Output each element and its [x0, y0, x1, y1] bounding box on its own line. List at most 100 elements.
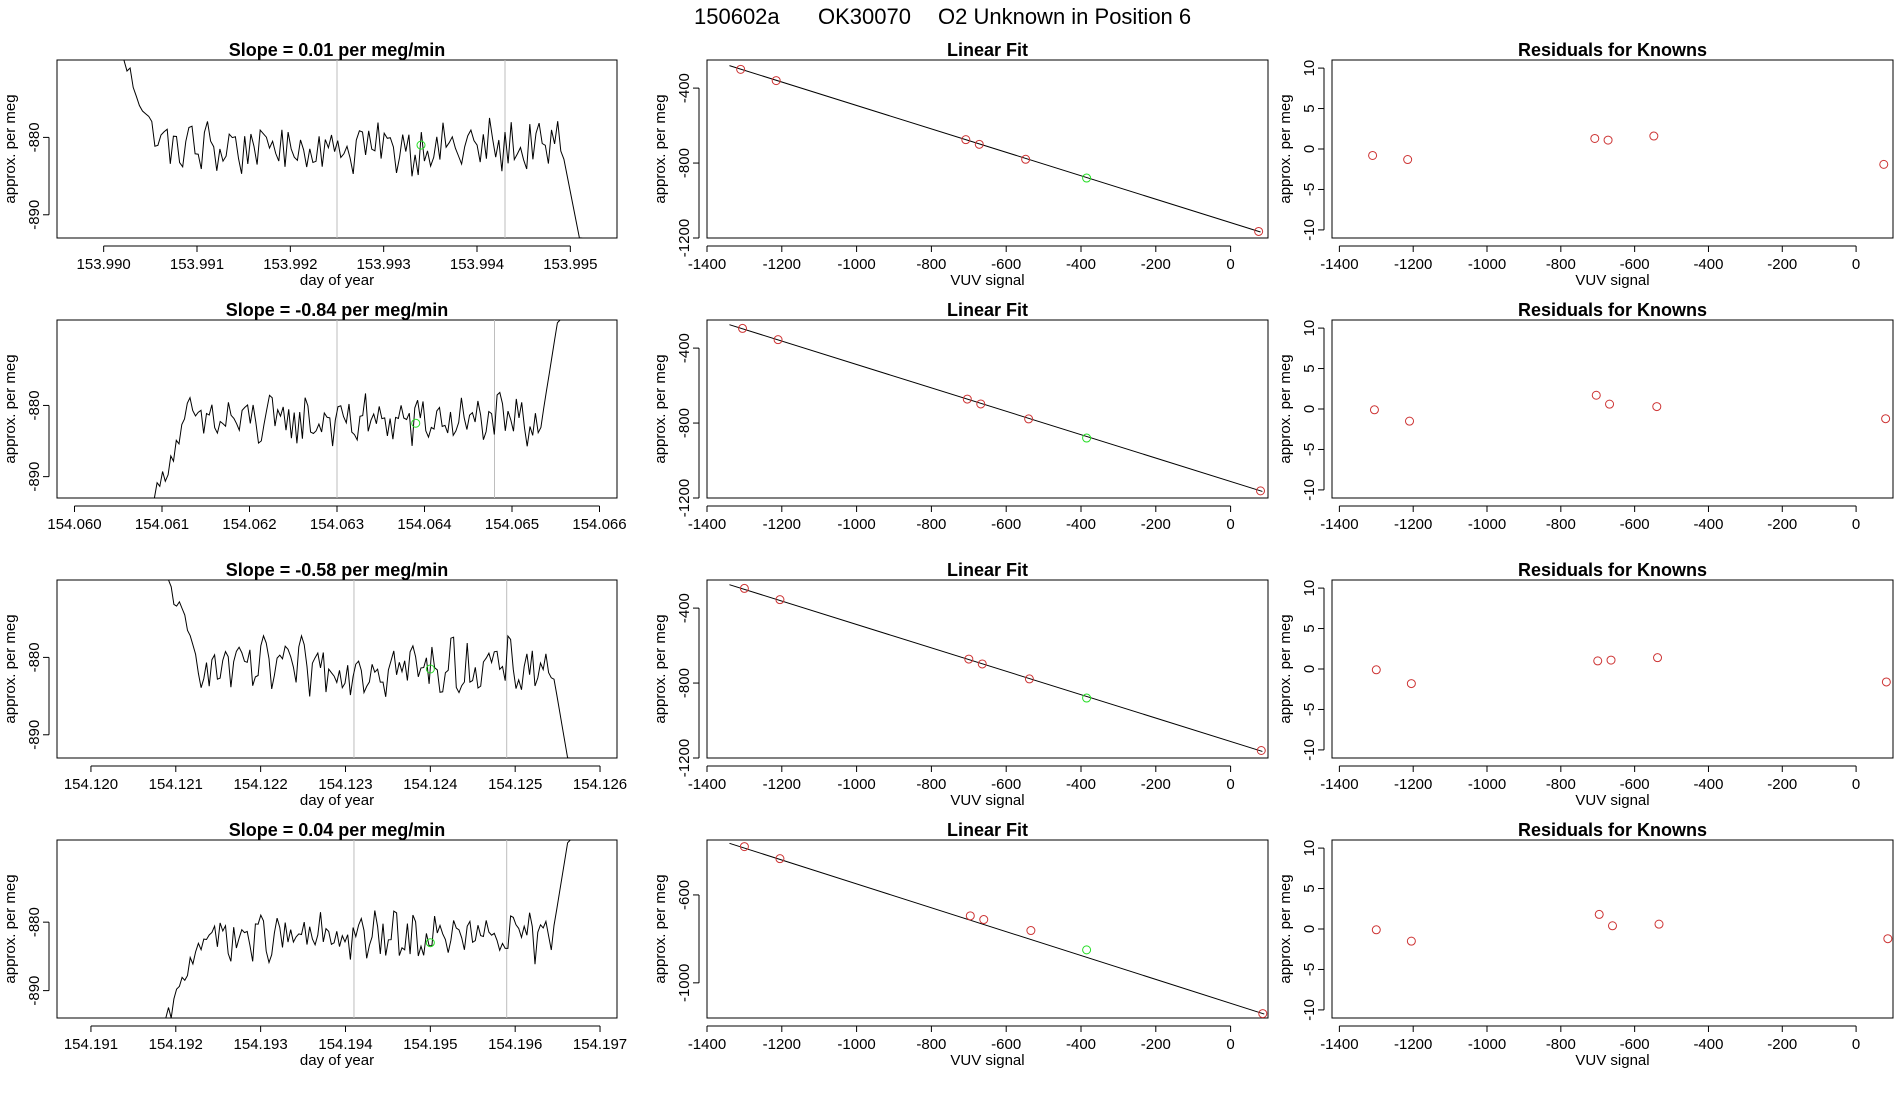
- x-tick-label: -1000: [1468, 776, 1506, 793]
- x-tick-label: 154.066: [572, 516, 626, 533]
- trace-line: [163, 839, 571, 1019]
- x-tick-label: 154.196: [488, 1036, 542, 1053]
- x-tick-label: -1000: [1468, 1036, 1506, 1053]
- x-tick-label: -800: [1546, 256, 1576, 273]
- residual-point: [1652, 402, 1662, 412]
- x-tick-label: 154.060: [47, 516, 101, 533]
- panel-title: Linear Fit: [947, 300, 1028, 320]
- x-tick-label: -600: [1620, 776, 1650, 793]
- x-tick-label: 0: [1226, 516, 1234, 533]
- residuals-panel-row-2: Residuals for Knowns-1400 -1200 -1000 -800-…: [1277, 560, 1894, 809]
- panel-title: Residuals for Knowns: [1518, 820, 1707, 840]
- y-tick-label: -890: [26, 720, 43, 750]
- y-tick-label: -400: [676, 333, 693, 363]
- y-tick-label: -890: [26, 200, 43, 230]
- y-tick-label: -800: [676, 148, 693, 178]
- plot-frame: [1331, 579, 1894, 759]
- y-tick-label: -400: [676, 73, 693, 103]
- x-tick-label: -600: [991, 776, 1021, 793]
- x-tick-label: 154.062: [222, 516, 276, 533]
- y-axis-label: approx. per meg: [1277, 354, 1294, 463]
- y-tick-label: 5: [1301, 884, 1318, 892]
- y-tick-label: -10: [1301, 739, 1318, 761]
- y-axis-label: approx. per meg: [652, 354, 669, 463]
- residual-point: [1403, 155, 1413, 165]
- x-tick-label: -1200: [1394, 1036, 1432, 1053]
- x-tick-label: 154.194: [318, 1036, 372, 1053]
- x-tick-label: 153.992: [263, 256, 317, 273]
- known-point: [977, 659, 987, 669]
- x-tick-label: 154.124: [403, 776, 457, 793]
- y-tick-label: -880: [26, 122, 43, 152]
- x-tick-label: -200: [1141, 516, 1171, 533]
- unknown-sample-point: [411, 418, 421, 428]
- x-tick-label: -200: [1767, 1036, 1797, 1053]
- y-tick-label: -880: [26, 390, 43, 420]
- known-point: [976, 399, 986, 409]
- x-tick-label: 153.993: [357, 256, 411, 273]
- panel-grid: Slope = 0.01 per meg/min 153.990 153.991 15…: [2, 40, 1894, 1069]
- x-tick-label: -1400: [1320, 1036, 1358, 1053]
- x-tick-label: -1200: [1394, 516, 1432, 533]
- known-point: [1254, 226, 1264, 236]
- x-tick-label: -400: [1693, 776, 1723, 793]
- known-point: [736, 64, 746, 74]
- y-axis-label: approx. per meg: [2, 874, 19, 983]
- fit-panel-row-3: Linear Fit -1400 -1200 -1000 -800 -600 -400 -20…: [652, 820, 1269, 1069]
- known-point: [738, 323, 748, 333]
- x-tick-label: -1200: [763, 516, 801, 533]
- trace-panel-row-0: Slope = 0.01 per meg/min 153.990 153.991 15…: [2, 40, 618, 289]
- x-tick-label: -600: [991, 256, 1021, 273]
- x-tick-label: 0: [1852, 1036, 1860, 1053]
- y-tick-label: 5: [1301, 624, 1318, 632]
- y-tick-label: -1200: [676, 739, 693, 777]
- plot-frame: [706, 579, 1269, 759]
- residual-point: [1369, 405, 1379, 415]
- x-tick-label: -1400: [1320, 516, 1358, 533]
- x-tick-label: -1000: [837, 256, 875, 273]
- unknown-sample-point: [425, 938, 435, 948]
- y-axis-label: approx. per meg: [652, 94, 669, 203]
- y-tick-label: -10: [1301, 999, 1318, 1021]
- residual-point: [1608, 921, 1617, 931]
- residual-point: [1653, 653, 1663, 663]
- x-tick-label: 154.063: [310, 516, 364, 533]
- known-point: [775, 854, 785, 864]
- plot-frame: [706, 839, 1269, 1019]
- known-point: [1026, 926, 1036, 936]
- known-point: [1024, 674, 1034, 684]
- x-tick-label: -800: [1546, 1036, 1576, 1053]
- y-tick-label: 5: [1301, 104, 1318, 112]
- x-tick-label: -400: [1066, 776, 1096, 793]
- residual-point: [1405, 416, 1415, 426]
- y-axis-label: approx. per meg: [2, 94, 19, 203]
- x-tick-label: 153.995: [543, 256, 597, 273]
- x-tick-label: 154.126: [573, 776, 627, 793]
- x-tick-label: -1000: [837, 516, 875, 533]
- residual-point: [1371, 665, 1381, 675]
- x-tick-label: -800: [916, 776, 946, 793]
- x-tick-label: -800: [916, 1036, 946, 1053]
- panel-title: Residuals for Knowns: [1518, 300, 1707, 320]
- known-point: [974, 139, 984, 149]
- x-tick-label: 154.121: [149, 776, 203, 793]
- residual-point: [1406, 936, 1416, 946]
- residual-point: [1368, 150, 1378, 160]
- y-tick-label: 5: [1301, 364, 1318, 372]
- known-point: [739, 842, 749, 852]
- panel-title: Slope = -0.58 per meg/min: [226, 560, 449, 580]
- x-tick-label: -400: [1693, 1036, 1723, 1053]
- x-tick-label: -200: [1767, 256, 1797, 273]
- trace-panel-row-3: Slope = 0.04 per meg/min 154.191 154.192 15…: [2, 820, 627, 1069]
- panel-title: Linear Fit: [947, 40, 1028, 60]
- fit-panel-row-1: Linear Fit-1400 -1200 -1000 -800 -600 -400 -20…: [652, 300, 1269, 533]
- unknown-point: [1082, 433, 1092, 443]
- x-tick-label: -1400: [1320, 776, 1358, 793]
- panel-title: Residuals for Knowns: [1518, 40, 1707, 60]
- x-tick-label: 154.192: [149, 1036, 203, 1053]
- x-tick-label: 0: [1852, 776, 1860, 793]
- y-tick-label: -5: [1301, 183, 1318, 196]
- x-tick-label: -1200: [763, 1036, 801, 1053]
- x-tick-label: 154.125: [488, 776, 542, 793]
- y-tick-label: -880: [26, 642, 43, 672]
